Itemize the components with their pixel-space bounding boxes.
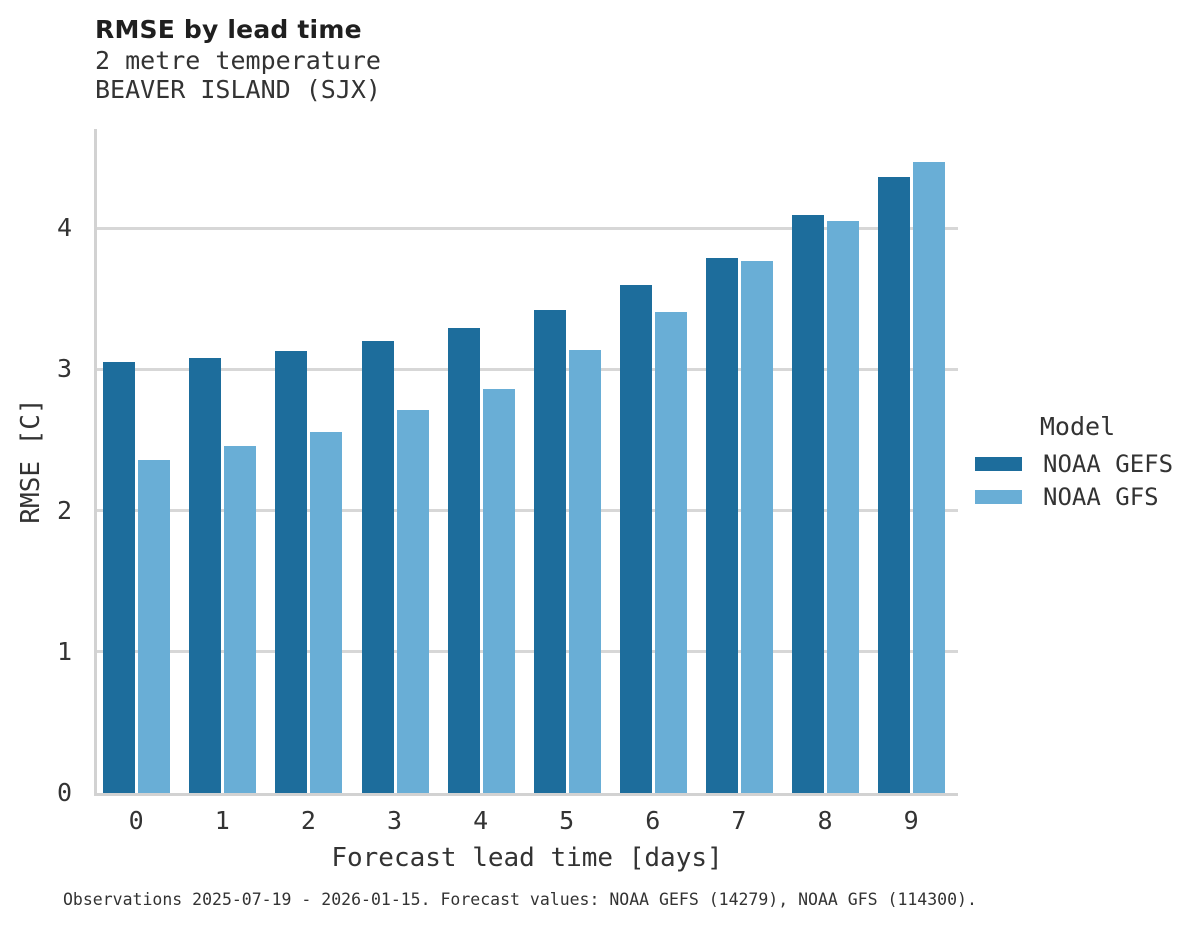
- y-axis-line: [94, 129, 97, 796]
- legend-label-noaa-gefs: NOAA GEFS: [1043, 449, 1174, 478]
- bar-noaa-gfs-day-5: [568, 349, 601, 793]
- bar-noaa-gefs-day-4: [447, 328, 480, 793]
- bar-noaa-gefs-day-3: [361, 341, 394, 793]
- x-tick-label-1: 1: [214, 806, 230, 835]
- x-axis-line: [94, 793, 958, 796]
- legend-item-noaa-gefs: NOAA GEFS: [975, 447, 1180, 480]
- y-tick-label-2: 2: [56, 495, 72, 525]
- x-tick-label-5: 5: [559, 806, 575, 835]
- bar-noaa-gefs-day-7: [705, 257, 738, 793]
- bar-noaa-gefs-day-2: [275, 351, 308, 793]
- caption: Observations 2025-07-19 - 2026-01-15. Fo…: [63, 890, 977, 909]
- y-axis-title: RMSE [C]: [16, 398, 46, 524]
- x-tick-label-6: 6: [645, 806, 661, 835]
- bar-noaa-gfs-day-0: [138, 459, 171, 793]
- legend-label-noaa-gfs: NOAA GFS: [1043, 482, 1159, 511]
- bar-noaa-gfs-day-3: [396, 410, 429, 793]
- y-tick-label-0: 0: [56, 778, 72, 807]
- x-tick-label-7: 7: [731, 806, 747, 835]
- x-tick-label-9: 9: [903, 806, 919, 835]
- legend-title: Model: [1039, 412, 1116, 441]
- chart-title: RMSE by lead time: [95, 15, 362, 44]
- y-tick-label-1: 1: [56, 636, 72, 666]
- chart-subtitle: 2 metre temperature BEAVER ISLAND (SJX): [95, 46, 381, 104]
- y-tick-label-4: 4: [56, 213, 72, 243]
- x-tick-label-0: 0: [128, 806, 144, 835]
- bar-noaa-gfs-day-2: [310, 431, 343, 793]
- bar-noaa-gefs-day-8: [792, 215, 824, 793]
- bar-noaa-gfs-day-1: [224, 445, 257, 793]
- bar-noaa-gfs-day-7: [740, 260, 773, 793]
- gridline-y-2: [97, 509, 958, 513]
- legend-swatch-noaa-gefs: [975, 456, 1022, 471]
- bar-noaa-gefs-day-1: [189, 358, 222, 793]
- bar-noaa-gfs-day-4: [482, 389, 515, 793]
- gridline-y-3: [97, 367, 958, 371]
- x-tick-label-2: 2: [300, 806, 316, 835]
- gridline-y-1: [97, 650, 958, 654]
- bar-noaa-gefs-day-5: [533, 310, 566, 793]
- legend-swatch-noaa-gfs: [975, 489, 1022, 504]
- x-tick-label-8: 8: [817, 806, 833, 835]
- x-axis-title: Forecast lead time [days]: [331, 843, 723, 873]
- chart-subtitle-line1: 2 metre temperature: [95, 46, 381, 75]
- bar-noaa-gfs-day-8: [827, 221, 859, 793]
- legend-item-noaa-gfs: NOAA GFS: [975, 480, 1180, 513]
- gridline-y-4: [97, 226, 958, 230]
- bar-noaa-gfs-day-9: [913, 161, 946, 793]
- bar-noaa-gefs-day-9: [878, 177, 911, 793]
- x-tick-label-3: 3: [386, 806, 403, 835]
- bar-noaa-gfs-day-6: [654, 311, 687, 793]
- legend: Model NOAA GEFS NOAA GFS: [975, 412, 1180, 513]
- chart-subtitle-line2: BEAVER ISLAND (SJX): [95, 75, 381, 104]
- x-tick-label-4: 4: [473, 806, 489, 835]
- bar-noaa-gefs-day-0: [103, 362, 136, 793]
- y-tick-label-3: 3: [56, 354, 72, 384]
- bar-noaa-gefs-day-6: [619, 284, 652, 793]
